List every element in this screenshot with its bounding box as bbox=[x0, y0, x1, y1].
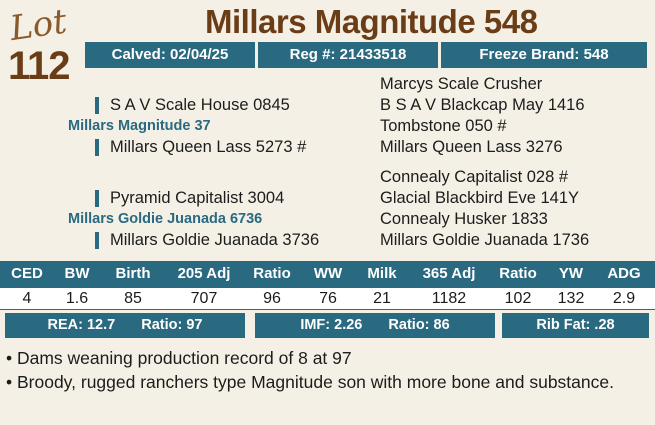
note-dam-production: • Dams weaning production record of 8 at… bbox=[6, 348, 352, 368]
epd-header-birth: Birth bbox=[115, 265, 151, 282]
pedigree-dam-sire: Pyramid Capitalist 3004 bbox=[95, 188, 284, 208]
pedigree-sire-sire-dam: B S A V Blackcap May 1416 bbox=[380, 96, 585, 114]
pedigree-sire-dam: Millars Queen Lass 5273 # bbox=[95, 137, 306, 157]
rea-bar: REA: 12.7 Ratio: 97 bbox=[5, 313, 245, 338]
epd-value-milk: 21 bbox=[373, 290, 391, 307]
rea-ratio: Ratio: 97 bbox=[141, 317, 203, 333]
pedigree-sire-sire-sire: Marcys Scale Crusher bbox=[380, 75, 543, 93]
freeze-brand: Freeze Brand: 548 bbox=[441, 42, 647, 68]
pedigree-sire-dam-dam: Millars Queen Lass 3276 bbox=[380, 138, 563, 156]
epd-value-adg: 2.9 bbox=[612, 290, 636, 307]
epd-value-ratio-yearling: 102 bbox=[504, 290, 532, 307]
imf-bar: IMF: 2.26 Ratio: 86 bbox=[255, 313, 495, 338]
imf-ratio: Ratio: 86 bbox=[388, 317, 450, 333]
epd-header-adg: ADG bbox=[607, 265, 641, 282]
registration-number: Reg #: 21433518 bbox=[258, 42, 438, 68]
epd-value-bw: 1.6 bbox=[65, 290, 89, 307]
pedigree-dam-dam-dam: Millars Goldie Juanada 1736 bbox=[380, 231, 590, 249]
rea-value: REA: 12.7 bbox=[47, 317, 116, 333]
epd-value-ww: 76 bbox=[319, 290, 337, 307]
epd-value-205-adj: 707 bbox=[190, 290, 218, 307]
epd-value-365-adj: 1182 bbox=[431, 290, 467, 307]
pedigree-dam-sire-sire: Connealy Capitalist 028 # bbox=[380, 168, 569, 186]
epd-header-365-adj: 365 Adj bbox=[422, 265, 476, 282]
pedigree-sire: Millars Magnitude 37 bbox=[68, 118, 211, 134]
epd-header-row: CED BW Birth 205 Adj Ratio WW Milk 365 A… bbox=[0, 261, 655, 287]
pedigree-dam: Millars Goldie Juanada 6736 bbox=[68, 211, 263, 227]
epd-header-bw: BW bbox=[64, 265, 90, 282]
epd-header-milk: Milk bbox=[367, 265, 397, 282]
note-description: • Broody, rugged ranchers type Magnitude… bbox=[6, 372, 614, 392]
epd-value-yw: 132 bbox=[557, 290, 585, 307]
epd-header-ratio-yearling: Ratio bbox=[499, 265, 537, 282]
epd-values-row: 4 1.6 85 707 96 76 21 1182 102 132 2.9 bbox=[0, 287, 655, 310]
animal-name-title: Millars Magnitude 548 bbox=[205, 3, 538, 40]
epd-header-yw: YW bbox=[558, 265, 584, 282]
lot-number: 112 bbox=[8, 44, 71, 88]
pedigree-dam-dam: Millars Goldie Juanada 3736 bbox=[95, 230, 319, 250]
epd-header-ced: CED bbox=[11, 265, 43, 282]
pedigree-dam-sire-dam: Glacial Blackbird Eve 141Y bbox=[380, 189, 580, 207]
pedigree-dam-dam-sire: Connealy Husker 1833 bbox=[380, 210, 548, 228]
epd-header-ratio-weaning: Ratio bbox=[253, 265, 291, 282]
pedigree-sire-dam-sire: Tombstone 050 # bbox=[380, 117, 507, 135]
epd-value-ced: 4 bbox=[22, 290, 32, 307]
rib-fat-bar: Rib Fat: .28 bbox=[502, 313, 649, 338]
pedigree-sire-sire: S A V Scale House 0845 bbox=[95, 95, 290, 115]
epd-header-205-adj: 205 Adj bbox=[177, 265, 231, 282]
calved-date: Calved: 02/04/25 bbox=[85, 42, 255, 68]
epd-value-birth: 85 bbox=[124, 290, 142, 307]
rib-fat-value: Rib Fat: .28 bbox=[536, 317, 615, 333]
imf-value: IMF: 2.26 bbox=[300, 317, 363, 333]
epd-header-ww: WW bbox=[313, 265, 343, 282]
epd-value-ratio-weaning: 96 bbox=[263, 290, 281, 307]
